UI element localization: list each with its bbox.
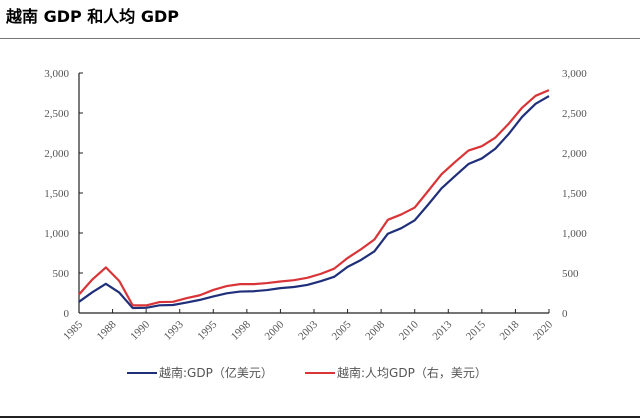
y-right-tick-label: 0 xyxy=(562,308,568,320)
legend-label-gdp: 越南:GDP（亿美元） xyxy=(159,366,273,380)
y-left-tick-label: 1,500 xyxy=(44,188,69,200)
legend-swatch-gdp xyxy=(127,371,157,374)
y-left-tick-label: 0 xyxy=(64,308,70,320)
x-tick-label: 2015 xyxy=(464,318,488,342)
y-right-tick-label: 500 xyxy=(562,268,579,280)
x-tick-label: 2000 xyxy=(263,318,287,342)
y-left-tick-label: 2,000 xyxy=(44,148,69,160)
x-tick-label: 2018 xyxy=(498,318,522,342)
x-tick-label: 1995 xyxy=(195,318,219,342)
legend-label-gdp-per-capita: 越南:人均GDP（右，美元） xyxy=(337,366,487,380)
y-right-tick-label: 3,000 xyxy=(562,68,587,80)
x-tick-label: 2020 xyxy=(531,318,555,342)
x-tick-label: 1990 xyxy=(128,318,152,342)
series-line-gdp-per-capita xyxy=(78,89,550,307)
y-left-tick-label: 3,000 xyxy=(44,68,69,80)
x-tick-label: 1985 xyxy=(61,318,85,342)
y-right-tick-label: 1,500 xyxy=(562,188,587,200)
series-line-gdp xyxy=(78,95,550,310)
y-right-tick-label: 1,000 xyxy=(562,228,587,240)
chart-title: 越南 GDP 和人均 GDP xyxy=(6,7,179,26)
x-tick-label: 1998 xyxy=(229,318,253,342)
x-tick-label: 2005 xyxy=(330,318,354,342)
y-left-tick-label: 2,500 xyxy=(44,108,69,120)
y-left-tick-label: 500 xyxy=(53,268,70,280)
legend-item-gdp: 越南:GDP（亿美元） xyxy=(127,364,273,381)
y-left-tick-label: 1,000 xyxy=(44,228,69,240)
x-tick-label: 2003 xyxy=(296,318,320,342)
x-tick-label: 1988 xyxy=(95,318,119,342)
x-tick-label: 2013 xyxy=(430,318,454,342)
x-tick-label: 1993 xyxy=(162,318,186,342)
x-tick-label: 2008 xyxy=(363,318,387,342)
x-tick-label: 2010 xyxy=(397,318,421,342)
title-divider xyxy=(0,38,640,39)
bottom-divider xyxy=(0,416,640,418)
legend-swatch-gdp-per-capita xyxy=(305,371,335,374)
legend-item-gdp-per-capita: 越南:人均GDP（右，美元） xyxy=(305,364,487,381)
y-right-tick-label: 2,000 xyxy=(562,148,587,160)
y-right-tick-label: 2,500 xyxy=(562,108,587,120)
